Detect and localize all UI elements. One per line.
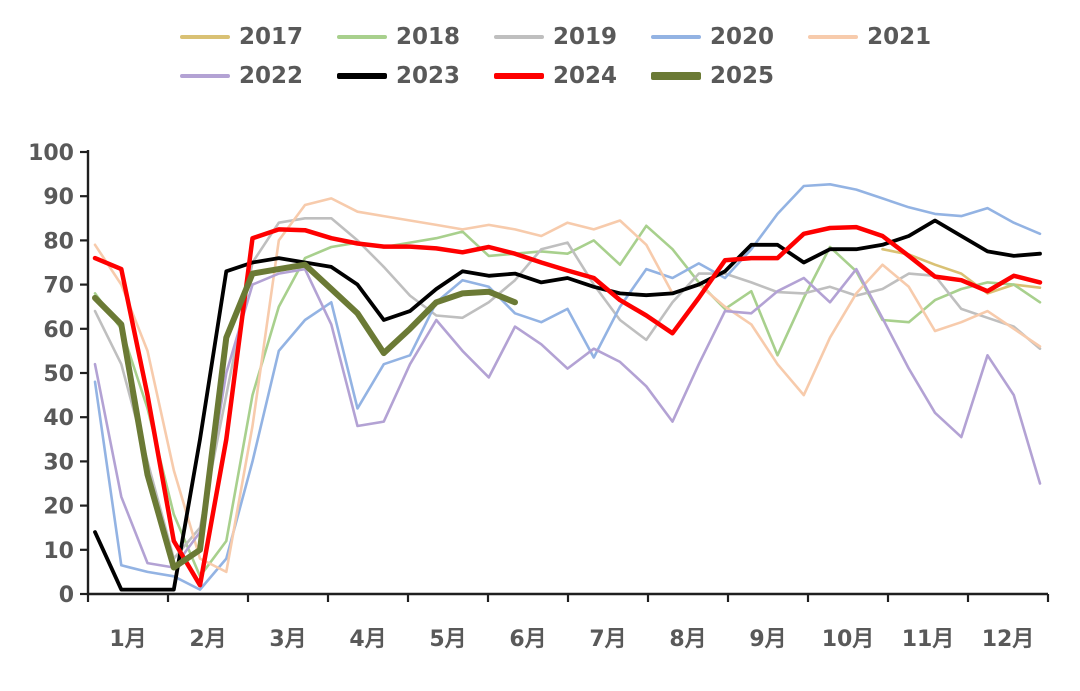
legend-swatch-2020 [651,34,702,40]
legend-item-2021: 2021 [808,24,931,50]
x-axis-label: 5月 [429,627,466,652]
legend-item-2023: 2023 [337,63,460,89]
series-line-2024 [92,224,1043,588]
x-axis-label: 2月 [189,627,226,652]
legend-swatch-2019 [494,34,545,40]
legend-label-2022: 2022 [239,63,304,89]
legend-label-2025: 2025 [710,63,775,89]
legend-label-2023: 2023 [396,63,461,89]
y-axis-tick-label: 60 [43,318,74,343]
y-axis-tick-label: 30 [43,450,74,475]
y-axis-tick-label: 20 [43,495,74,520]
legend-label-2017: 2017 [239,24,304,50]
series-line-2025 [92,261,518,571]
legend-item-2017: 2017 [180,24,303,50]
legend-row: 2022 2023 2024 2025 [180,63,965,89]
legend-row: 2017 2018 2019 2020 2021 [180,24,965,50]
x-axis-label: 3月 [269,627,306,652]
legend-swatch-2018 [337,34,388,40]
y-axis-tick-label: 80 [43,229,74,254]
legend-item-2020: 2020 [651,24,774,50]
x-axis-label: 8月 [669,627,706,652]
series-line-2023 [93,218,1042,592]
y-axis-tick-label: 100 [28,141,74,166]
legend-swatch-2017 [180,34,230,40]
y-axis-tick-label: 40 [43,406,74,431]
y-axis-tick-label: 10 [43,539,74,564]
x-axis-label: 1月 [109,627,146,652]
legend-label-2018: 2018 [396,24,461,50]
series-line-2021 [93,197,1042,574]
x-axis-label: 7月 [589,627,626,652]
legend-swatch-2025 [651,72,702,80]
y-axis-tick-label: 0 [59,583,74,608]
x-axis-label: 4月 [349,627,386,652]
legend-item-2024: 2024 [494,63,617,89]
series-line-2020 [93,183,1042,591]
legend-label-2020: 2020 [710,24,775,50]
series-line-2022 [93,267,1042,569]
legend-label-2021: 2021 [867,24,932,50]
legend-swatch-2023 [337,73,388,79]
x-axis-label: 9月 [749,627,786,652]
legend-item-2022: 2022 [180,63,303,89]
x-axis-label: 6月 [509,627,546,652]
legend-swatch-2022 [180,73,230,79]
x-axis-label: 12月 [982,627,1035,652]
y-axis-tick-label: 90 [43,185,74,210]
legend-swatch-2021 [808,34,859,40]
y-axis-tick-label: 70 [43,274,74,299]
x-axis-label: 11月 [902,627,955,652]
legend-item-2019: 2019 [494,24,617,50]
legend-label-2024: 2024 [553,63,618,89]
y-axis-tick-label: 50 [43,362,74,387]
legend-item-2025: 2025 [651,63,774,89]
legend-item-2018: 2018 [337,24,460,50]
x-axis-label: 10月 [822,627,875,652]
chart-legend: 2017 2018 2019 2020 2021 2022 2023 2024 2025 [180,24,965,89]
legend-swatch-2024 [494,73,545,79]
legend-label-2019: 2019 [553,24,618,50]
